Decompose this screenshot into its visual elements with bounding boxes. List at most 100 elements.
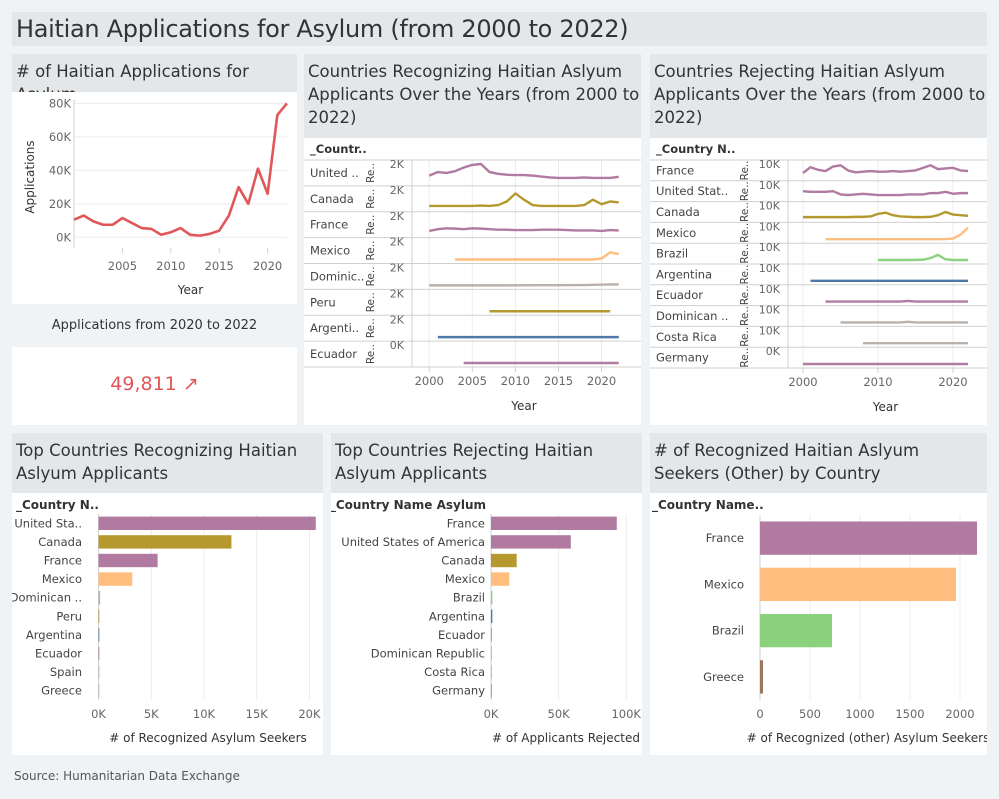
- top-recognizing-panel[interactable]: _Country N.. United Sta.. Canada France Mexi…: [10, 493, 323, 755]
- row-label: Costa Rica: [656, 330, 717, 344]
- row-header: _Country N..: [16, 498, 99, 513]
- bar-7: [98, 646, 100, 661]
- category-label: Mexico: [445, 572, 485, 586]
- y-tick-label: 40K: [49, 163, 72, 177]
- x-tick-label: 2020: [253, 259, 282, 273]
- row-axis-label: Re..: [739, 348, 751, 368]
- recognized-other-title: # of Recognized Haitian Aslyum Seekers (…: [654, 441, 920, 483]
- row-tick-label: 10K: [759, 304, 781, 317]
- row-label: Mexico: [310, 244, 350, 258]
- bar-3: [760, 660, 763, 694]
- y-tick-label: 20K: [49, 197, 72, 211]
- series-line-7: [840, 320, 968, 324]
- series-line-2: [803, 210, 969, 219]
- series-line-0: [428, 162, 619, 180]
- row-label: Germany: [656, 351, 709, 365]
- x-tick-label: 2020: [587, 374, 616, 388]
- category-label: Dominican ..: [12, 591, 82, 605]
- category-label: Dominican Republic: [371, 647, 485, 661]
- recognizing-line-chart[interactable]: _Countr.. United .. Re.. 2K Canada Re.. 2K Fran…: [304, 138, 641, 425]
- kpi-panel: 49,811 ↗: [12, 347, 297, 425]
- row-axis-label: Re..: [739, 202, 751, 222]
- x-tick-label: 2005: [458, 374, 487, 388]
- row-axis-label: Re..: [739, 223, 751, 243]
- row-axis-label: Re..: [365, 215, 377, 235]
- x-tick-label: 0K: [91, 707, 106, 721]
- category-label: Canada: [38, 535, 82, 549]
- row-tick-label: 10K: [759, 241, 781, 254]
- category-label: Brazil: [453, 591, 485, 605]
- row-label: Ecuador: [656, 288, 703, 302]
- bar-4: [98, 591, 101, 605]
- y-axis-label: Applications: [23, 140, 37, 213]
- bar-1: [98, 535, 232, 549]
- recognizing-chart-header: Countries Recognizing Haitian Aslyum App…: [304, 54, 641, 138]
- category-label: United States of America: [341, 535, 485, 549]
- recognized-other-bar-chart[interactable]: _Country Name.. France Mexico Brazil Greece 0…: [650, 493, 989, 755]
- recognized-other-panel[interactable]: _Country Name.. France Mexico Brazil Greece 0…: [650, 493, 989, 755]
- category-label: Germany: [432, 684, 485, 698]
- applications-chart-header: # of Haitian Applications for Asylum: [12, 54, 297, 104]
- x-tick-label: 2005: [108, 259, 137, 273]
- row-label: Mexico: [656, 226, 696, 240]
- x-tick-label: 2010: [501, 374, 530, 388]
- recognized-other-header: # of Recognized Haitian Aslyum Seekers (…: [650, 433, 987, 493]
- category-label: Argentina: [26, 628, 82, 642]
- applications-line-chart[interactable]: 0K 20K 40K 60K 80K 2005 2010 2015 2020 Year Applic…: [12, 92, 297, 304]
- dashboard-title: Haitian Applications for Asylum (from 20…: [16, 15, 629, 43]
- dashboard-title-bar: Haitian Applications for Asylum (from 20…: [12, 12, 987, 46]
- row-header: _Country N..: [656, 142, 736, 157]
- row-axis-label: Re..: [739, 181, 751, 201]
- series-line-4: [429, 283, 619, 287]
- row-tick-label: 10K: [759, 283, 781, 296]
- series-line-2: [428, 227, 619, 233]
- x-tick-label: 5K: [144, 707, 159, 721]
- top-rejecting-panel[interactable]: _Country Name Asylum France United States …: [330, 493, 642, 755]
- top-rejecting-title: Top Countries Rejecting Haitian Aslyum A…: [335, 441, 594, 483]
- x-tick-label: 2015: [205, 259, 234, 273]
- bar-8: [98, 665, 100, 679]
- x-tick-label: 2000: [415, 374, 444, 388]
- series-line-1: [429, 192, 619, 208]
- category-label: United Sta..: [14, 516, 82, 530]
- row-label: Dominic..: [310, 269, 364, 283]
- rejecting-line-chart[interactable]: _Country N.. France Re.. 10K United Stat.. Re…: [650, 138, 987, 425]
- rejecting-chart-panel[interactable]: _Country N.. France Re.. 10K United Stat.. Re…: [650, 138, 987, 425]
- x-tick-label: 2010: [156, 259, 185, 273]
- bar-1: [491, 535, 571, 549]
- x-tick-label: 50K: [548, 707, 571, 721]
- category-label: France: [447, 516, 485, 530]
- y-tick-label: 0K: [56, 230, 71, 244]
- row-label: Canada: [656, 205, 700, 219]
- recognizing-chart-panel[interactable]: _Countr.. United .. Re.. 2K Canada Re.. 2K Fran…: [304, 138, 641, 425]
- x-tick-label: 2015: [544, 374, 573, 388]
- category-label: Mexico: [42, 572, 82, 586]
- bar-8: [491, 665, 492, 679]
- row-axis-label: Re..: [365, 163, 377, 183]
- row-label: France: [656, 163, 694, 177]
- series-line-4: [878, 253, 968, 262]
- bar-6: [98, 628, 100, 642]
- row-tick-label: 2K: [390, 236, 405, 249]
- row-axis-label: Re..: [365, 241, 377, 261]
- y-tick-label: 60K: [49, 130, 72, 144]
- x-tick-label: 500: [799, 707, 821, 721]
- applications-chart-panel[interactable]: 0K 20K 40K 60K 80K 2005 2010 2015 2020 Year Applic…: [12, 92, 297, 304]
- y-tick-label: 80K: [49, 96, 72, 110]
- row-axis-label: Re..: [365, 318, 377, 338]
- top-recognizing-bar-chart[interactable]: _Country N.. United Sta.. Canada France Mexi…: [10, 493, 323, 755]
- row-axis-label: Re..: [739, 244, 751, 264]
- x-tick-label: 20K: [298, 707, 321, 721]
- bar-6: [491, 628, 492, 642]
- category-label: France: [44, 554, 82, 568]
- series-line-3: [825, 226, 969, 241]
- row-axis-label: Re..: [365, 292, 377, 312]
- row-label: Dominican ..: [656, 309, 728, 323]
- top-rejecting-bar-chart[interactable]: _Country Name Asylum France United States …: [330, 493, 642, 755]
- x-tick-label: 2020: [938, 375, 967, 389]
- bar-0: [98, 516, 316, 530]
- row-header: _Countr..: [310, 142, 367, 157]
- rejecting-chart-header: Countries Rejecting Haitian Aslyum Appli…: [650, 54, 987, 138]
- row-label: Brazil: [656, 247, 688, 261]
- row-tick-label: 10K: [759, 158, 781, 171]
